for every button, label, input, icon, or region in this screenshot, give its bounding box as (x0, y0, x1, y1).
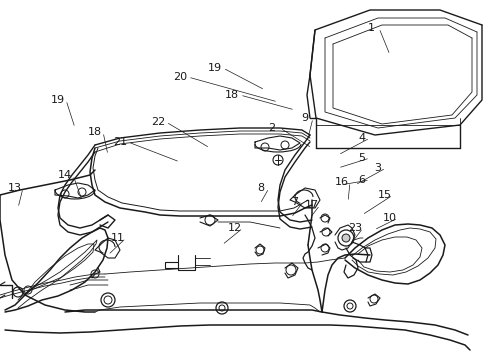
Text: 17: 17 (305, 200, 318, 210)
Text: 19: 19 (207, 63, 222, 73)
Text: 14: 14 (58, 170, 72, 180)
Text: 23: 23 (347, 223, 361, 233)
Text: 6: 6 (358, 175, 365, 185)
Text: 3: 3 (374, 163, 381, 173)
Text: 15: 15 (377, 190, 391, 200)
Text: 18: 18 (224, 90, 239, 100)
Text: 19: 19 (51, 95, 65, 105)
Text: 21: 21 (113, 137, 127, 147)
Text: 8: 8 (257, 183, 264, 193)
Circle shape (341, 234, 349, 242)
Text: 4: 4 (358, 133, 365, 143)
Text: 18: 18 (88, 127, 102, 137)
Text: 10: 10 (382, 213, 396, 223)
Text: 12: 12 (227, 223, 242, 233)
Text: 16: 16 (334, 177, 348, 187)
Text: 7: 7 (291, 197, 298, 207)
Text: 22: 22 (151, 117, 165, 127)
Text: 20: 20 (173, 72, 187, 82)
Text: 1: 1 (367, 23, 374, 33)
Text: 9: 9 (301, 113, 308, 123)
Text: 11: 11 (111, 233, 125, 243)
Text: 5: 5 (358, 153, 365, 163)
Text: 13: 13 (8, 183, 22, 193)
Text: 2: 2 (268, 123, 275, 133)
